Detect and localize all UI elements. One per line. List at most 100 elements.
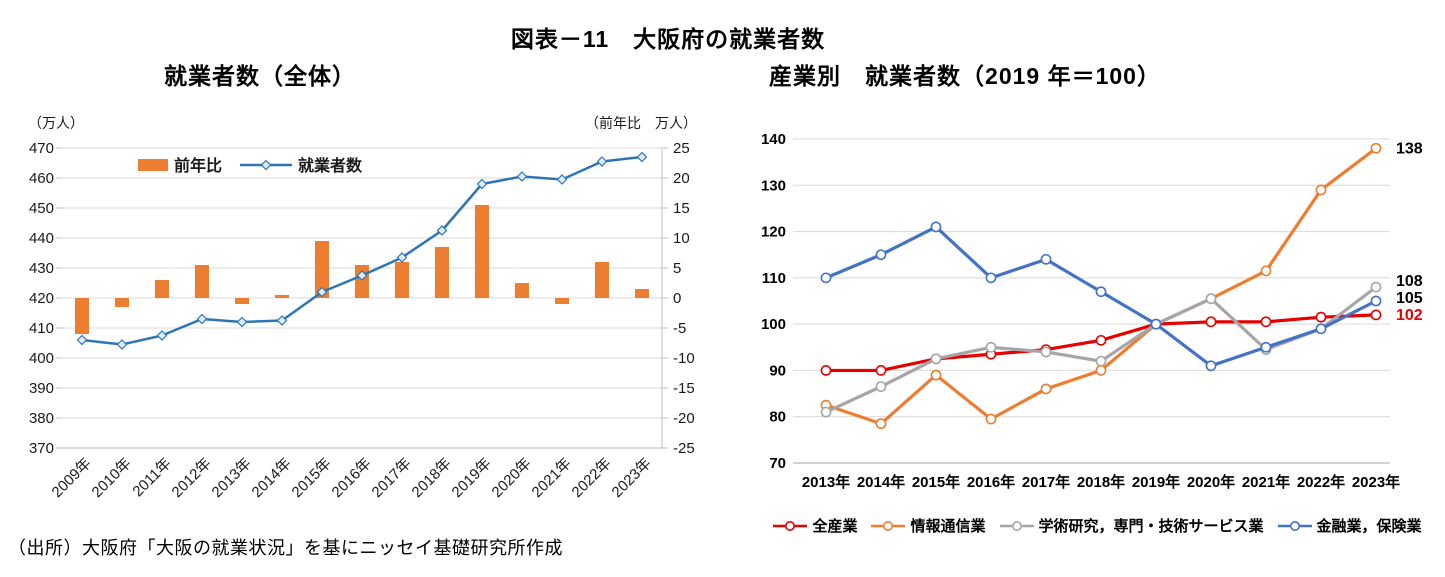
circle-marker bbox=[1205, 360, 1217, 372]
bar-2009年 bbox=[75, 298, 89, 334]
bar-2014年 bbox=[275, 295, 289, 298]
circle-marker bbox=[1095, 286, 1107, 298]
x-tick-label: 2017年 bbox=[1022, 473, 1070, 491]
industry-legend: 全産業 情報通信業 学術研究，専門・技術サービス業 金融業，保険業 bbox=[750, 515, 1445, 536]
circle-marker bbox=[1095, 365, 1107, 376]
x-tick-label: 2016年 bbox=[967, 473, 1015, 491]
y2-tick-label: -15 bbox=[673, 380, 695, 397]
bar-2017年 bbox=[395, 262, 409, 298]
diamond-marker bbox=[356, 270, 368, 281]
x-tick-label: 2021年 bbox=[529, 455, 575, 501]
x-tick-label: 2015年 bbox=[912, 473, 960, 491]
series-markers-3 bbox=[820, 221, 1382, 372]
x-tick-label: 2011年 bbox=[129, 455, 174, 500]
circle-marker bbox=[985, 413, 997, 425]
y-tick-label: 80 bbox=[769, 409, 786, 426]
bar-2010年 bbox=[115, 298, 129, 307]
x-tick-label: 2015年 bbox=[289, 455, 335, 501]
legend-label: 金融業，保険業 bbox=[1316, 518, 1422, 535]
legend-item-3: 金融業，保険業 bbox=[1277, 515, 1422, 536]
diamond-marker bbox=[516, 171, 528, 182]
bar-2019年 bbox=[475, 205, 489, 298]
left-axis-unit: （万人） bbox=[28, 115, 84, 131]
diamond-marker bbox=[476, 178, 488, 190]
bar-2022年 bbox=[595, 262, 609, 298]
circle-marker bbox=[930, 221, 942, 233]
bar-2023年 bbox=[635, 289, 649, 298]
bar-2013年 bbox=[235, 298, 249, 304]
legend-item-1: 情報通信業 bbox=[871, 515, 986, 536]
legend-bar-swatch bbox=[138, 159, 168, 171]
diamond-marker bbox=[236, 316, 248, 328]
x-tick-label: 2022年 bbox=[569, 455, 615, 501]
figure-title: 図表－11 大阪府の就業者数 bbox=[510, 26, 826, 52]
circle-marker bbox=[1315, 311, 1327, 323]
circle-marker bbox=[1260, 265, 1272, 277]
legend-diamond-marker bbox=[260, 159, 272, 171]
employment-markers bbox=[76, 151, 648, 350]
y-tick-label: 440 bbox=[29, 230, 54, 247]
circle-marker bbox=[930, 353, 942, 365]
bar-2018年 bbox=[435, 247, 449, 298]
x-tick-label: 2021年 bbox=[1242, 473, 1290, 491]
x-tick-label: 2014年 bbox=[249, 455, 295, 501]
x-tick-label: 2022年 bbox=[1297, 473, 1345, 491]
y-tick-label: 470 bbox=[29, 140, 54, 157]
x-tick-label: 2019年 bbox=[449, 455, 495, 501]
series-markers-1 bbox=[820, 142, 1382, 430]
employment-total-chart: 370 380 390 400 410 420 430 440 450 460 470 （万人） -25… bbox=[28, 115, 697, 501]
x-tick-label: 2017年 bbox=[369, 455, 415, 501]
circle-marker bbox=[1370, 281, 1382, 293]
circle-marker bbox=[1315, 184, 1327, 196]
y-tick-label: 370 bbox=[29, 440, 54, 457]
legend-marker-icon bbox=[1277, 520, 1312, 531]
end-value-label: 138 bbox=[1396, 140, 1423, 157]
right-axis-unit: （前年比 万人） bbox=[585, 115, 697, 131]
diamond-marker bbox=[276, 315, 288, 326]
circle-marker bbox=[875, 418, 887, 430]
diamond-marker bbox=[396, 252, 408, 263]
bar-2016年 bbox=[355, 265, 369, 298]
y2-tick-label: 20 bbox=[673, 170, 690, 187]
x-axis-labels: 2009年2010年2011年2012年2013年2014年2015年2016年… bbox=[49, 455, 655, 501]
y-tick-label: 450 bbox=[29, 200, 54, 217]
diamond-marker bbox=[76, 334, 88, 346]
y-tick-label: 410 bbox=[29, 320, 54, 337]
source-note: （出所）大阪府「大阪の就業状況」を基にニッセイ基礎研究所作成 bbox=[8, 538, 563, 558]
end-value-label: 102 bbox=[1396, 307, 1423, 324]
y-tick-label: 380 bbox=[29, 410, 54, 427]
diamond-marker bbox=[196, 313, 208, 325]
y2-tick-label: -25 bbox=[673, 440, 695, 457]
circle-marker bbox=[820, 406, 832, 418]
circle-marker bbox=[1205, 316, 1217, 328]
circle-marker bbox=[1095, 334, 1107, 346]
legend-item-0: 全産業 bbox=[773, 515, 857, 536]
yoy-bars bbox=[75, 205, 649, 334]
x-tick-label: 2009年 bbox=[49, 455, 95, 501]
industry-index-chart: 70 80 90 100 110 120 130 140 2013年 2014年 2015年 2016… bbox=[761, 131, 1423, 491]
circle-marker bbox=[875, 365, 887, 376]
circle-marker bbox=[875, 381, 887, 393]
circle-marker bbox=[1095, 355, 1107, 367]
diamond-marker bbox=[556, 174, 568, 185]
circle-marker bbox=[1040, 253, 1052, 265]
circle-marker bbox=[1370, 309, 1382, 321]
x-tick-label: 2023年 bbox=[609, 455, 655, 501]
y-tick-label: 100 bbox=[761, 316, 786, 333]
legend-marker-icon bbox=[999, 520, 1034, 531]
circle-marker bbox=[1260, 316, 1272, 328]
bar-2021年 bbox=[555, 298, 569, 304]
x-tick-label: 2013年 bbox=[802, 473, 850, 491]
x-tick-label: 2014年 bbox=[857, 473, 905, 491]
circle-marker bbox=[985, 272, 997, 284]
series-line-1 bbox=[825, 146, 1377, 426]
x-tick-label: 2018年 bbox=[409, 455, 455, 501]
circle-marker bbox=[1040, 383, 1052, 395]
x-tick-label: 2019年 bbox=[1132, 473, 1180, 491]
circle-marker bbox=[1150, 318, 1162, 330]
x-tick-label: 2016年 bbox=[329, 455, 375, 501]
y-tick-label: 110 bbox=[762, 270, 786, 287]
y-tick-label: 120 bbox=[761, 224, 786, 241]
diamond-marker bbox=[316, 286, 328, 298]
